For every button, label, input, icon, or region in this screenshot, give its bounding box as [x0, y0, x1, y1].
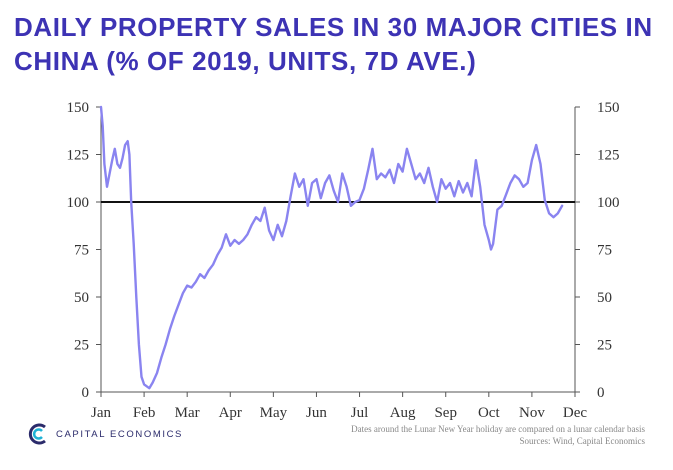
- y-tick-label-left: 125: [67, 148, 90, 164]
- y-tick-label-left: 50: [74, 290, 89, 306]
- y-tick-label-right: 125: [597, 148, 620, 164]
- x-tick-label: Apr: [219, 405, 242, 421]
- series-group: [99, 105, 564, 390]
- x-tick-label: Oct: [478, 405, 500, 421]
- y-tick-label-right: 150: [597, 100, 620, 116]
- y-tick-label-left: 0: [82, 385, 90, 401]
- x-tick-label: Jan: [91, 405, 111, 421]
- y-tick-label-right: 50: [597, 290, 612, 306]
- y-tick-label-right: 25: [597, 338, 612, 354]
- y-tick-label-left: 150: [67, 100, 90, 116]
- right-y-axis: 0 25 50 75 100 125 150: [575, 100, 620, 401]
- x-tick-label: May: [260, 405, 288, 421]
- footnote-sources: Sources: Wind, Capital Economics: [519, 436, 645, 446]
- footnote-lunar-note: Dates around the Lunar New Year holiday …: [351, 424, 645, 434]
- x-tick-label: Jun: [306, 405, 327, 421]
- x-tick-label: Dec: [563, 405, 587, 421]
- capital-economics-logo: CAPITAL ECONOMICS: [26, 421, 183, 447]
- y-tick-label-left: 25: [74, 338, 89, 354]
- x-tick-label: Mar: [175, 405, 200, 421]
- plot-frame: [100, 107, 576, 393]
- y-tick-label-right: 100: [597, 195, 620, 211]
- capital-economics-logo-icon: [28, 423, 46, 445]
- x-tick-label: Sep: [434, 405, 457, 421]
- left-y-axis: 0 25 50 75 100 125 150: [67, 100, 101, 401]
- y-tick-label-right: 0: [597, 385, 605, 401]
- x-axis: Jan Feb Mar Apr May Jun Jul Aug Sep Oct Nov Dec: [91, 392, 587, 421]
- logo-text: CAPITAL ECONOMICS: [56, 428, 183, 440]
- x-tick-label: Jul: [351, 405, 369, 421]
- y-tick-label-left: 100: [67, 195, 90, 211]
- chart-title: DAILY PROPERTY SALES IN 30 MAJOR CITIES …: [14, 12, 653, 76]
- y-tick-label-right: 75: [597, 243, 612, 259]
- x-tick-label: Aug: [390, 405, 416, 421]
- series-line-0: [99, 105, 564, 390]
- y-tick-label-left: 75: [74, 243, 89, 259]
- x-tick-label: Feb: [133, 405, 156, 421]
- x-tick-label: Nov: [519, 405, 545, 421]
